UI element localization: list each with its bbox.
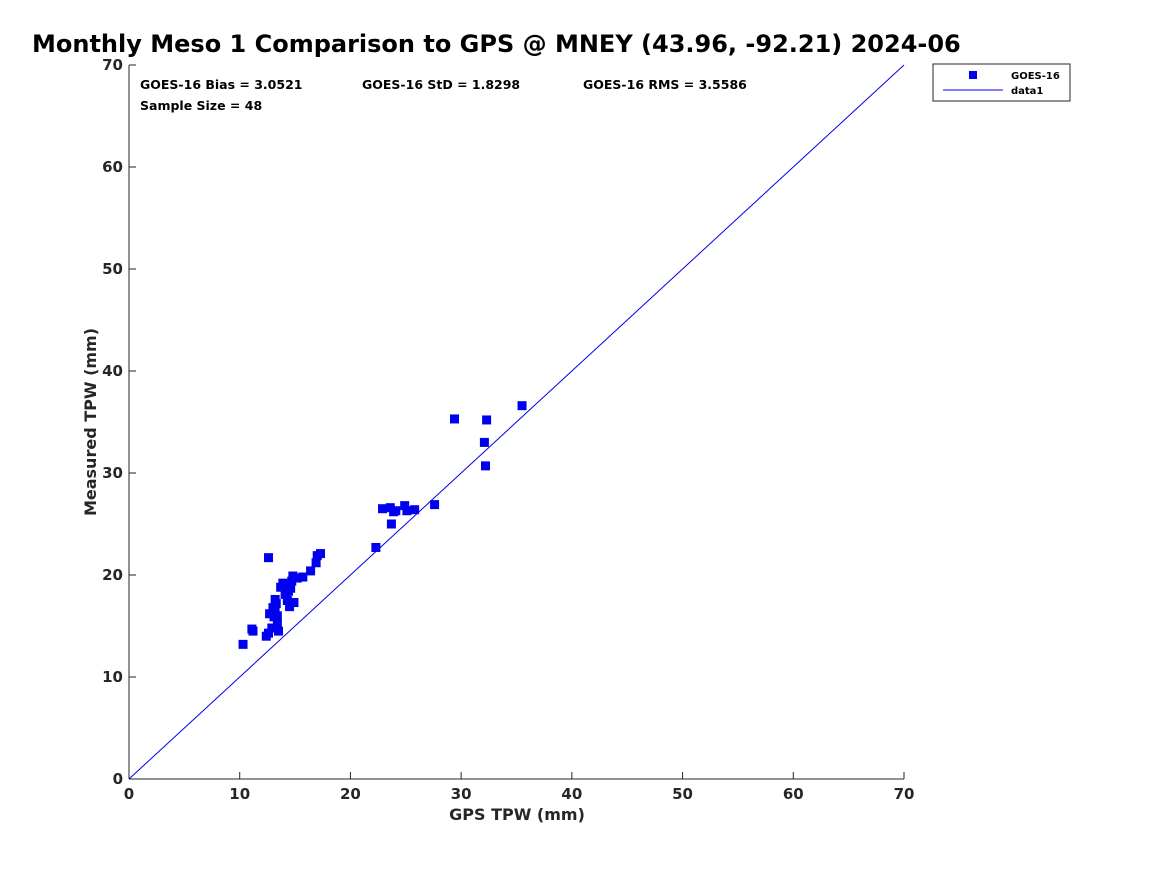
x-tick-label: 60 [783, 785, 804, 803]
data-point [481, 461, 490, 471]
data-point [287, 576, 297, 586]
y-tick-label: 70 [102, 56, 123, 74]
data-point [292, 573, 302, 583]
data-point [289, 598, 299, 608]
x-tick-label: 70 [894, 785, 915, 803]
legend-label-data1: data1 [1011, 86, 1043, 97]
legend-label-goes16: GOES-16 [1011, 71, 1060, 82]
data-point [264, 553, 273, 563]
x-tick-label: 30 [451, 785, 472, 803]
data-point [311, 558, 321, 568]
data-point [283, 586, 293, 596]
stat-std: GOES-16 StD = 1.8298 [362, 77, 520, 92]
y-tick-label: 10 [102, 668, 123, 686]
stat-rms: GOES-16 RMS = 3.5586 [583, 77, 747, 92]
data-point [238, 639, 248, 649]
chart-title: Monthly Meso 1 Comparison to GPS @ MNEY … [32, 30, 961, 58]
stat-bias: GOES-16 Bias = 3.0521 [140, 77, 302, 92]
y-axis-label: Measured TPW (mm) [81, 328, 100, 516]
stat-sample-size: Sample Size = 48 [140, 98, 262, 113]
y-tick-label: 60 [102, 158, 123, 176]
y-tick-label: 30 [102, 464, 123, 482]
x-axis-label: GPS TPW (mm) [449, 805, 585, 824]
x-tick-label: 20 [340, 785, 361, 803]
x-tick-label: 50 [672, 785, 693, 803]
data-point [270, 607, 280, 617]
data-point [267, 623, 277, 633]
data-point [378, 504, 388, 514]
legend-marker-goes16 [969, 71, 977, 79]
data-point [386, 519, 396, 529]
data-point [264, 628, 273, 638]
data-point [517, 401, 527, 411]
x-axis-ticks: 0 10 20 30 40 50 60 70 [124, 772, 915, 803]
data-point [272, 618, 282, 628]
data-point [316, 549, 326, 559]
data-point [400, 501, 410, 511]
y-tick-label: 20 [102, 566, 123, 584]
y-tick-label: 40 [102, 362, 123, 380]
data-point [391, 506, 401, 516]
x-tick-label: 10 [229, 785, 250, 803]
legend-box [932, 63, 1071, 102]
data-point [273, 626, 283, 636]
x-tick-label: 0 [124, 785, 134, 803]
data-point [306, 566, 316, 576]
data-point [430, 500, 440, 510]
data-point [402, 506, 412, 516]
legend: GOES-16 data1 [932, 63, 1071, 102]
x-tick-label: 40 [561, 785, 582, 803]
data-point [479, 437, 489, 447]
data-point [248, 626, 258, 636]
stats-block: GOES-16 Bias = 3.0521 GOES-16 StD = 1.82… [140, 77, 747, 113]
y-axis-ticks: 0 10 20 30 40 50 60 70 [102, 56, 136, 788]
data-point [298, 572, 308, 582]
data-point [450, 414, 459, 424]
data-point [482, 415, 492, 425]
series-line-data1 [128, 64, 905, 780]
y-tick-label: 50 [102, 260, 123, 278]
data-point [371, 542, 381, 552]
data-point [282, 596, 292, 605]
data-point [271, 599, 281, 609]
series-layer [128, 64, 905, 780]
data-point [410, 505, 420, 515]
plot-area: 0 10 20 30 40 50 60 70 0 10 20 30 40 50 60 70 [102, 56, 914, 803]
y-tick-label: 0 [113, 770, 123, 788]
